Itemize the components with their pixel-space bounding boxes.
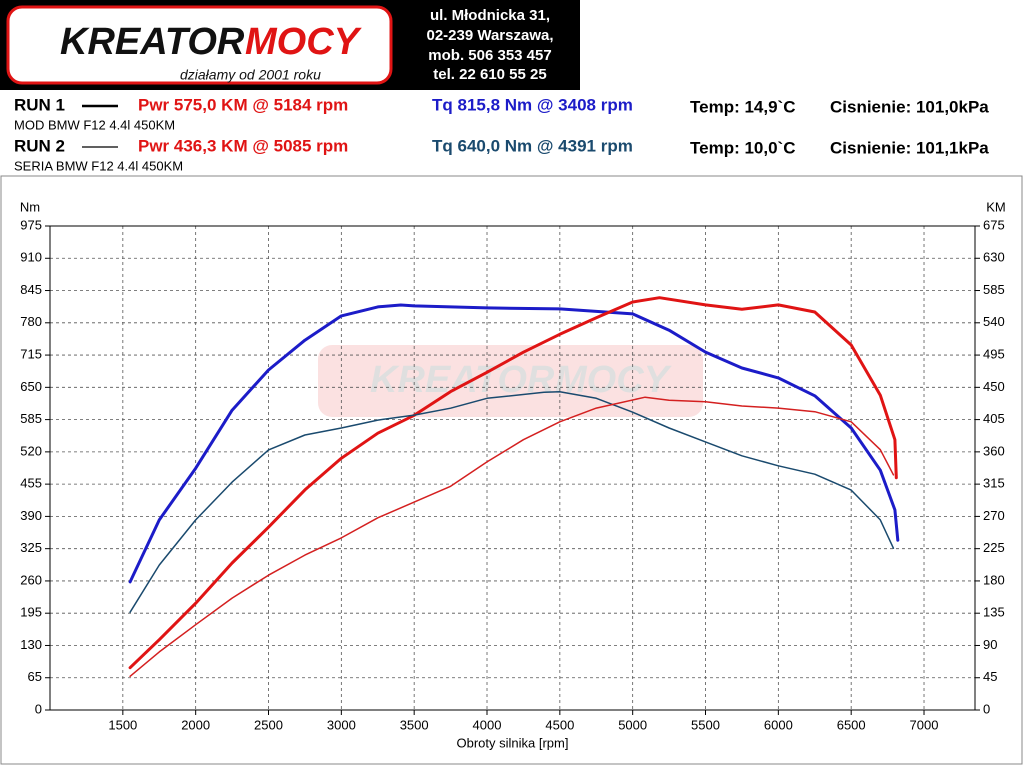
curve	[129, 396, 895, 678]
y2-tick-label: 675	[983, 217, 1005, 232]
logo-tagline: działamy od 2001 roku	[180, 67, 321, 83]
y-tick-label: 650	[20, 379, 42, 394]
watermark: KREATOR MOCY	[318, 345, 703, 417]
x-tick-label: 7000	[910, 717, 939, 732]
run-label: RUN 2	[14, 136, 65, 155]
y-tick-label: 585	[20, 411, 42, 426]
address-line: mob. 506 353 457	[428, 47, 551, 64]
curve	[129, 391, 895, 613]
x-tick-label: 3500	[400, 717, 429, 732]
logo-box	[6, 5, 393, 85]
run-pressure: Cisnienie: 101,0kPa	[830, 97, 989, 116]
y-tick-label: 195	[20, 605, 42, 620]
y-tick-label: 65	[28, 669, 42, 684]
y2-tick-label: 405	[983, 411, 1005, 426]
curve	[128, 296, 898, 670]
logo-name: MOCY	[245, 21, 363, 63]
y-tick-label: 975	[20, 217, 42, 232]
y-tick-label: 260	[20, 572, 42, 587]
y-tick-label: 715	[20, 347, 42, 362]
y-tick-label: 845	[20, 282, 42, 297]
run-vehicle: MOD BMW F12 4.4l 450KM	[14, 117, 175, 132]
address-line: tel. 22 610 55 25	[433, 66, 546, 83]
run-pressure: Cisnienie: 101,1kPa	[830, 138, 989, 157]
plot-area	[49, 225, 976, 711]
run-label: RUN 1	[14, 95, 65, 114]
y2-tick-label: 135	[983, 605, 1005, 620]
y-tick-label: 780	[20, 314, 42, 329]
x-tick-label: 2000	[181, 717, 210, 732]
curve	[128, 303, 900, 584]
y-tick-label: 910	[20, 250, 42, 265]
run-power: Pwr 575,0 KM @ 5184 rpm	[138, 95, 348, 114]
x-tick-label: 5500	[691, 717, 720, 732]
y2-tick-label: 315	[983, 476, 1005, 491]
y-axis-label: Nm	[20, 199, 40, 214]
address-line: ul. Młodnicka 31,	[430, 7, 550, 24]
y2-tick-label: 180	[983, 572, 1005, 587]
y2-tick-label: 540	[983, 314, 1005, 329]
x-tick-label: 2500	[254, 717, 283, 732]
y2-tick-label: 270	[983, 508, 1005, 523]
address-line: 02-239 Warszawa,	[426, 27, 553, 44]
x-tick-label: 1500	[108, 717, 137, 732]
y-tick-label: 390	[20, 508, 42, 523]
y2-tick-label: 450	[983, 379, 1005, 394]
y2-axis-label: KM	[986, 199, 1006, 214]
logo-name: KREATOR	[60, 21, 245, 63]
chart-frame	[0, 175, 1023, 765]
y2-tick-label: 45	[983, 669, 997, 684]
x-axis-label: Obroty silnika [rpm]	[457, 735, 569, 750]
y2-tick-label: 585	[983, 282, 1005, 297]
y-tick-label: 455	[20, 476, 42, 491]
y-tick-label: 520	[20, 443, 42, 458]
y-tick-label: 325	[20, 540, 42, 555]
y2-tick-label: 495	[983, 347, 1005, 362]
run-torque: Tq 640,0 Nm @ 4391 rpm	[432, 136, 633, 155]
x-tick-label: 4000	[473, 717, 502, 732]
y2-tick-label: 630	[983, 250, 1005, 265]
run-torque: Tq 815,8 Nm @ 3408 rpm	[432, 95, 633, 114]
x-tick-label: 3000	[327, 717, 356, 732]
run-temp: Temp: 10,0`C	[690, 138, 796, 157]
y2-tick-label: 360	[983, 443, 1005, 458]
x-tick-label: 6000	[764, 717, 793, 732]
y2-tick-label: 225	[983, 540, 1005, 555]
x-tick-label: 4500	[545, 717, 574, 732]
run-temp: Temp: 14,9`C	[690, 97, 796, 116]
y-tick-label: 0	[35, 701, 42, 716]
x-tick-label: 5000	[618, 717, 647, 732]
run-vehicle: SERIA BMW F12 4.4l 450KM	[14, 158, 183, 173]
y2-tick-label: 90	[983, 637, 997, 652]
y2-tick-label: 0	[983, 701, 990, 716]
y-tick-label: 130	[20, 637, 42, 652]
run-power: Pwr 436,3 KM @ 5085 rpm	[138, 136, 348, 155]
x-tick-label: 6500	[837, 717, 866, 732]
